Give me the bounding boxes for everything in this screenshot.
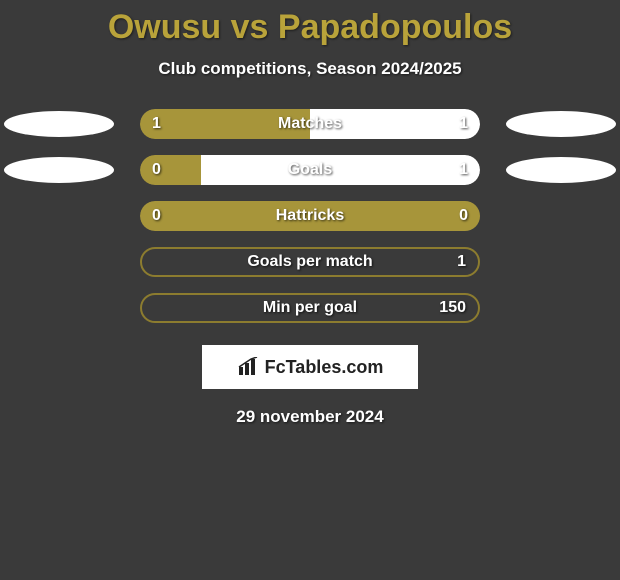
subtitle: Club competitions, Season 2024/2025 — [0, 59, 620, 79]
stat-label: Goals — [140, 155, 480, 185]
stat-label: Hattricks — [140, 201, 480, 231]
stat-left-value: 0 — [152, 201, 161, 231]
stat-right-value: 1 — [459, 155, 468, 185]
logo-text: FcTables.com — [265, 357, 384, 378]
stat-label: Matches — [140, 109, 480, 139]
stat-left-value: 1 — [152, 109, 161, 139]
stat-row: Goals per match1 — [0, 247, 620, 277]
player-left-ellipse — [4, 111, 114, 137]
stats-container: Matches11Goals01Hattricks00Goals per mat… — [0, 109, 620, 323]
player-right-ellipse — [506, 157, 616, 183]
bar-chart-icon — [237, 357, 259, 377]
stat-row: Goals0 1 — [0, 155, 620, 185]
player-left-ellipse — [4, 157, 114, 183]
date-line: 29 november 2024 — [0, 407, 620, 427]
stat-left-value: 0 — [152, 155, 161, 185]
stat-row: Matches1 1 — [0, 109, 620, 139]
stat-right-value: 1 — [459, 109, 468, 139]
stat-right-value: 150 — [439, 295, 466, 321]
stat-bar: Min per goal150 — [140, 293, 480, 323]
stat-bar: Goals per match1 — [140, 247, 480, 277]
stat-right-value: 1 — [457, 249, 466, 275]
stat-bar: Hattricks0 0 — [140, 201, 480, 231]
stat-right-value: 0 — [459, 201, 468, 231]
stat-bar: Goals0 1 — [140, 155, 480, 185]
stat-label: Goals per match — [142, 249, 478, 275]
stat-row: Hattricks0 0 — [0, 201, 620, 231]
player-right-ellipse — [506, 111, 616, 137]
page-title: Owusu vs Papadopoulos — [0, 0, 620, 47]
stat-label: Min per goal — [142, 295, 478, 321]
stat-bar: Matches1 1 — [140, 109, 480, 139]
stat-row: Min per goal150 — [0, 293, 620, 323]
logo-box: FcTables.com — [202, 345, 418, 389]
